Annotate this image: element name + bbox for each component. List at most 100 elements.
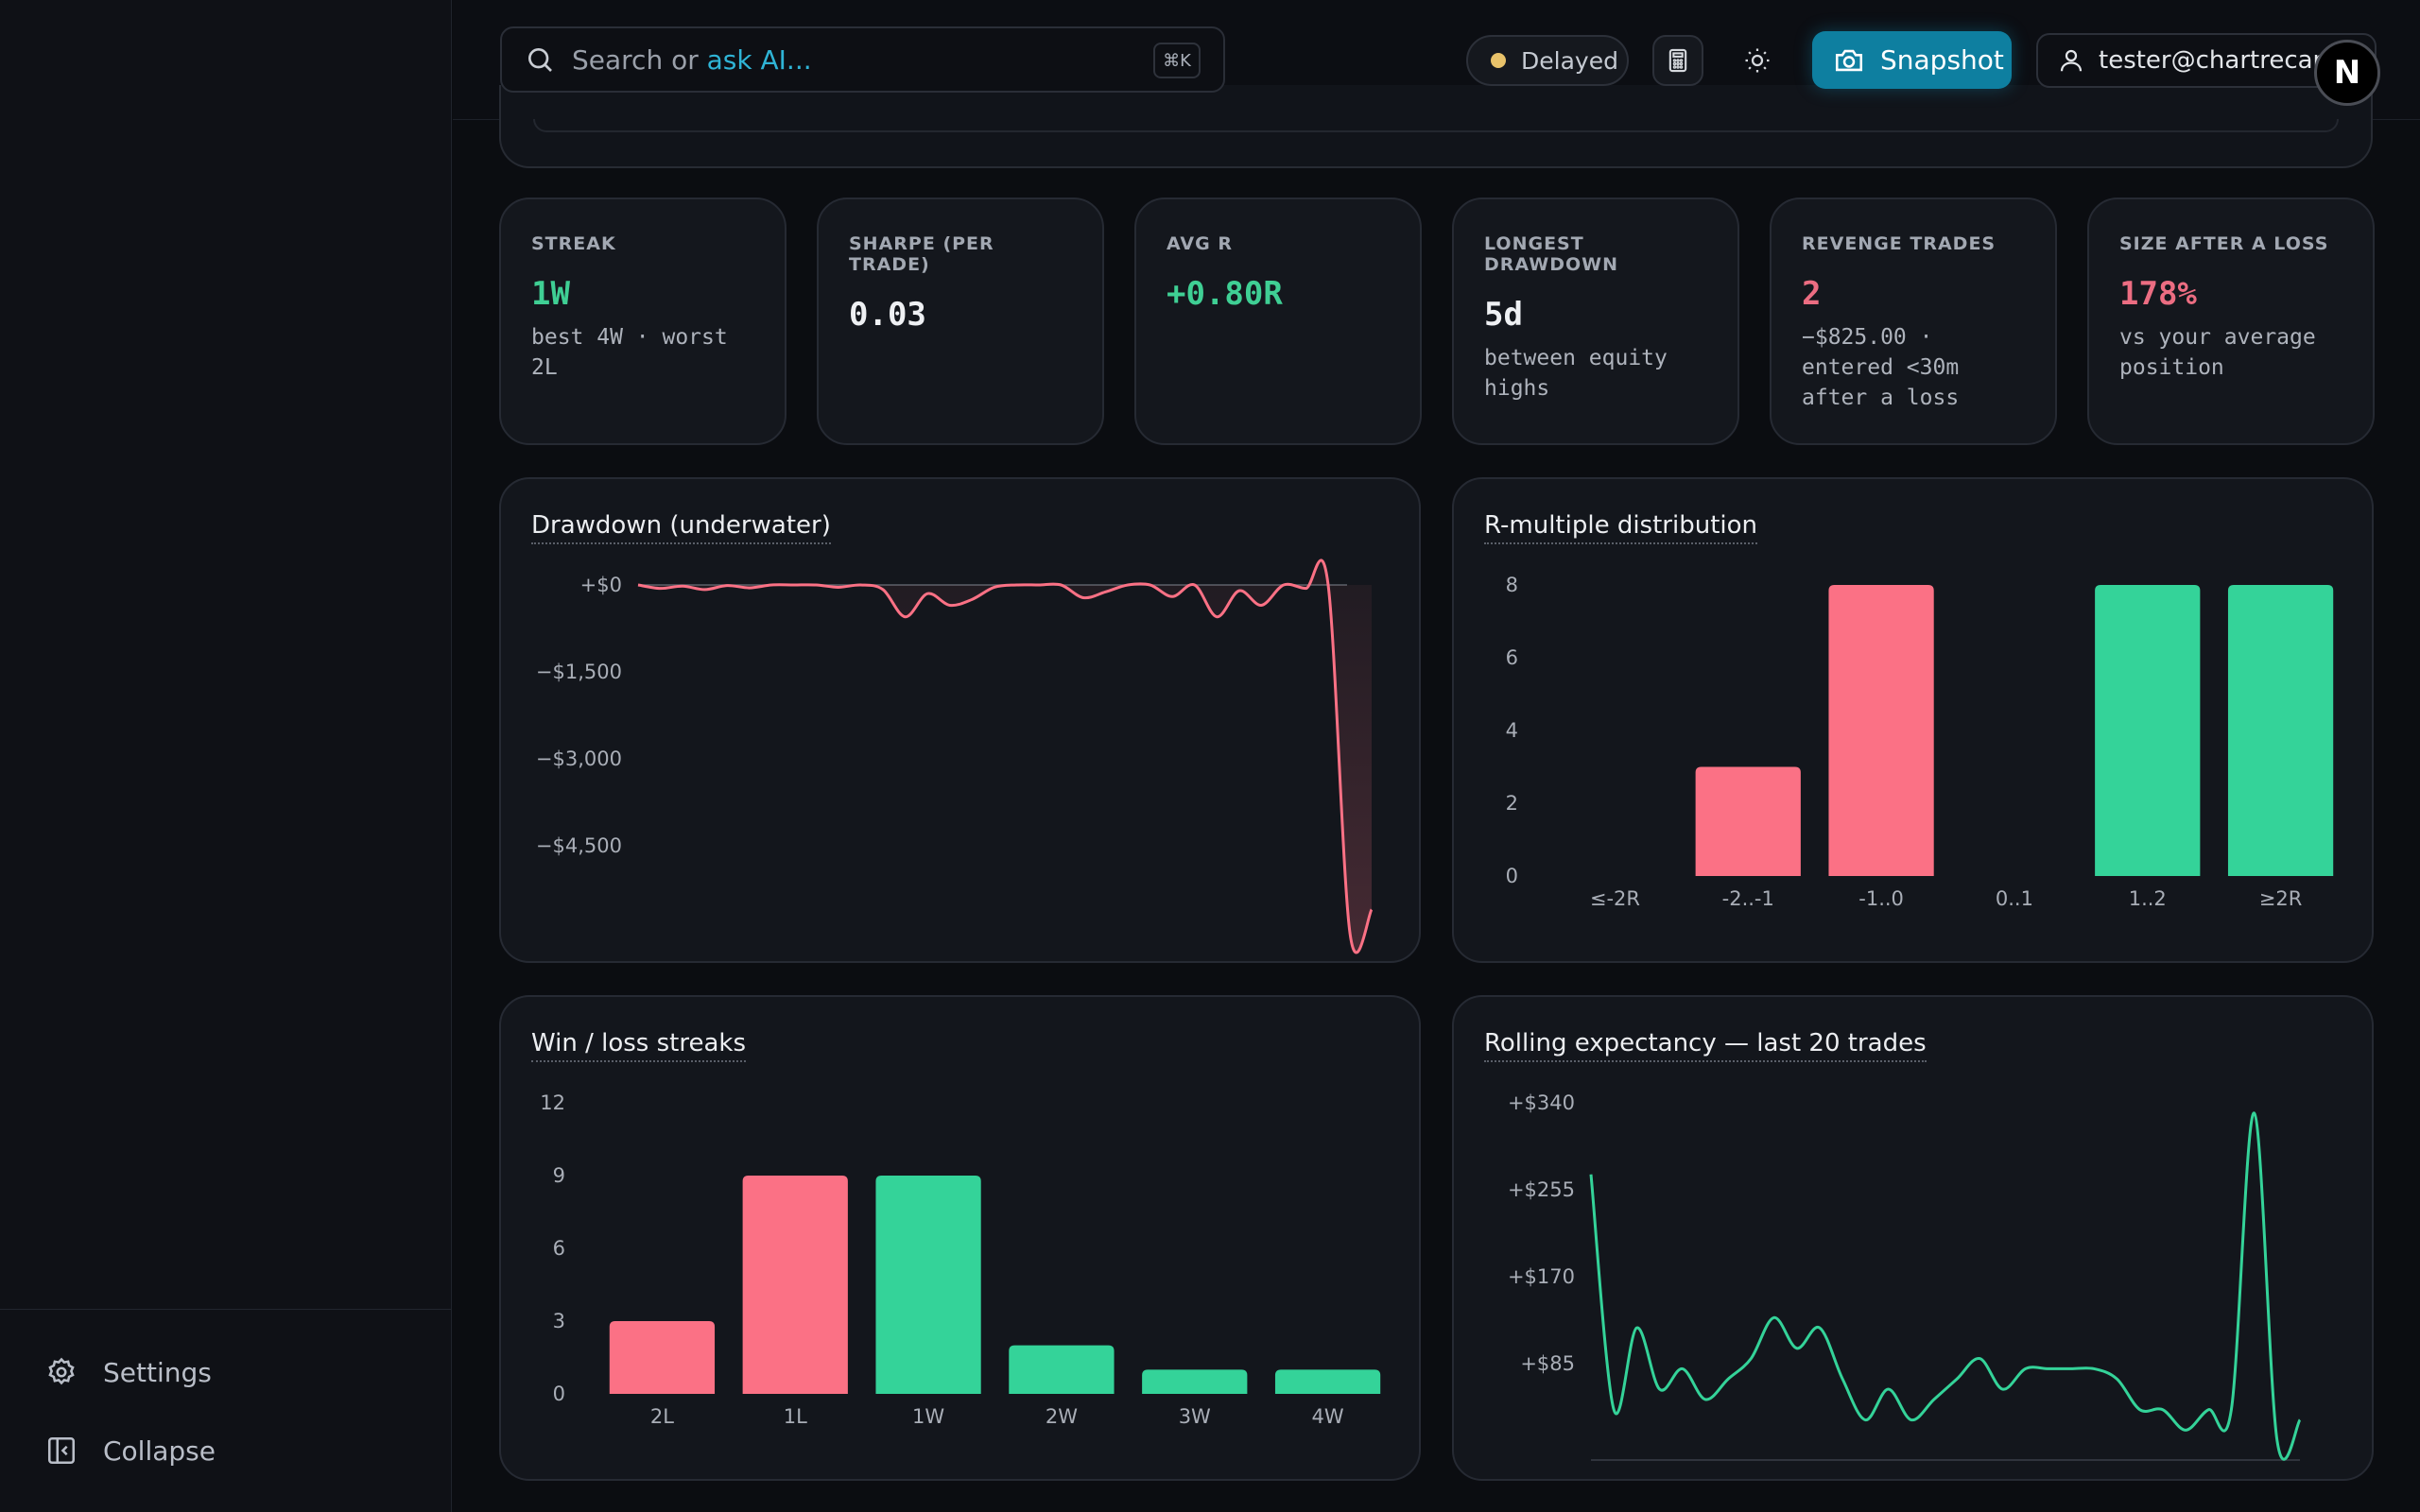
y-tick-label: 6 bbox=[1506, 646, 1518, 669]
x-tick-label: 2L bbox=[650, 1405, 674, 1428]
stat-label: STREAK bbox=[531, 233, 616, 254]
stat-label: SHARPE (PER TRADE) bbox=[849, 233, 994, 275]
drawdown-card: Drawdown (underwater) +$0 −$1,500 −$3,000 −… bbox=[499, 477, 1421, 963]
previous-card-edge bbox=[499, 85, 2373, 168]
drawdown-area bbox=[638, 559, 1372, 953]
sidebar-item-label: Collapse bbox=[103, 1435, 216, 1467]
stat-card-revenge-trades: REVENGE TRADES 2 −$825.00 · entered <30m a… bbox=[1770, 198, 2057, 445]
stat-card-streak: STREAK 1W best 4W · worst 2L bbox=[499, 198, 786, 445]
bar--1..0[interactable] bbox=[1828, 585, 1934, 876]
sidebar-item-collapse[interactable]: Collapse bbox=[45, 1428, 216, 1473]
x-tick-label: ≥2R bbox=[2259, 887, 2303, 910]
bar-1W[interactable] bbox=[875, 1176, 981, 1394]
stat-label: REVENGE TRADES bbox=[1802, 233, 1996, 254]
bar-3W[interactable] bbox=[1142, 1369, 1248, 1394]
card-title[interactable]: Win / loss streaks bbox=[531, 1029, 747, 1062]
y-tick-label: 6 bbox=[553, 1237, 565, 1260]
r-multiple-chart: 0 2 4 6 8 ≤-2R -2..-1 -1..0 0..1 1..2 ≥2R bbox=[1506, 574, 2334, 910]
stat-label: SIZE AFTER A LOSS bbox=[2119, 233, 2329, 254]
stat-card-longest-drawdown: LONGEST DRAWDOWN 5d between equity highs bbox=[1452, 198, 1739, 445]
y-tick-label: +$0 bbox=[580, 574, 622, 596]
card-title[interactable]: Rolling expectancy — last 20 trades bbox=[1484, 1029, 1927, 1062]
x-tick-label: ≤-2R bbox=[1590, 887, 1640, 910]
status-badge[interactable]: Delayed bbox=[1466, 35, 1629, 86]
search-placeholder: Search or ask AI... bbox=[572, 43, 812, 76]
drawdown-line[interactable] bbox=[637, 558, 1374, 954]
calculator-icon bbox=[1668, 48, 1687, 73]
camera-icon bbox=[1835, 49, 1863, 71]
avatar[interactable]: N bbox=[2314, 40, 2380, 106]
bar--2..-1[interactable] bbox=[1695, 766, 1801, 877]
rolling-expectancy-chart: +$85 +$170 +$255 +$340 bbox=[1508, 1091, 2302, 1461]
y-tick-label: 3 bbox=[553, 1310, 565, 1332]
stat-card-size-after-a-loss: SIZE AFTER A LOSS 178% vs your average pos… bbox=[2087, 198, 2375, 445]
bar-1..2[interactable] bbox=[2095, 585, 2201, 876]
y-tick-label: +$340 bbox=[1508, 1091, 1575, 1114]
stat-label: LONGEST DRAWDOWN bbox=[1484, 233, 1618, 275]
user-email: tester@chartrecap. bbox=[2099, 46, 2337, 75]
stat-value: 0.03 bbox=[849, 296, 926, 334]
search-input[interactable]: Search or ask AI... ⌘K bbox=[500, 26, 1225, 93]
x-tick-label: 0..1 bbox=[1996, 887, 2033, 910]
expectancy-line[interactable] bbox=[1589, 1111, 2302, 1461]
bar-2W[interactable] bbox=[1009, 1345, 1115, 1394]
stat-card-sharpe-per-trade: SHARPE (PER TRADE) 0.03 bbox=[817, 198, 1104, 445]
search-icon bbox=[528, 48, 552, 72]
x-tick-label: 4W bbox=[1312, 1405, 1344, 1428]
x-tick-label: 3W bbox=[1179, 1405, 1211, 1428]
stat-subtext: −$825.00 · entered <30m after a loss bbox=[1802, 325, 1960, 410]
theme-toggle-button[interactable] bbox=[1732, 35, 1783, 86]
y-tick-label: −$4,500 bbox=[536, 834, 622, 857]
sun-icon bbox=[1745, 48, 1770, 73]
stat-value: +0.80R bbox=[1167, 275, 1283, 313]
ask-ai-link[interactable]: ask AI... bbox=[706, 43, 812, 76]
collapse-icon bbox=[47, 1436, 76, 1465]
x-tick-label: -2..-1 bbox=[1722, 887, 1774, 910]
status-label: Delayed bbox=[1521, 46, 1618, 75]
stat-card-avg-r: AVG R +0.80R bbox=[1134, 198, 1422, 445]
stat-subtext: best 4W · worst 2L bbox=[531, 325, 728, 380]
y-tick-label: 4 bbox=[1506, 719, 1518, 742]
snapshot-label: Snapshot bbox=[1880, 44, 2004, 76]
y-tick-label: +$170 bbox=[1508, 1265, 1575, 1288]
y-tick-label: 9 bbox=[553, 1164, 565, 1187]
user-icon bbox=[2060, 49, 2083, 72]
sidebar-item-settings[interactable]: Settings bbox=[45, 1349, 212, 1395]
y-tick-label: −$3,000 bbox=[536, 747, 622, 770]
x-tick-label: 1W bbox=[912, 1405, 944, 1428]
bar-≥2R[interactable] bbox=[2227, 585, 2334, 876]
streaks-card: Win / loss streaks 0 3 6 9 12 2L 1L 1W 2W 3W 4W bbox=[499, 995, 1421, 1481]
sidebar-footer: Settings Collapse bbox=[0, 1309, 451, 1512]
r-multiple-card: R-multiple distribution 0 2 4 6 8 ≤-2R -2..-1 -… bbox=[1452, 477, 2374, 963]
bar-4W[interactable] bbox=[1274, 1369, 1381, 1394]
stat-subtext: between equity highs bbox=[1484, 346, 1668, 401]
bar-1L[interactable] bbox=[742, 1176, 848, 1394]
x-tick-label: 1..2 bbox=[2129, 887, 2167, 910]
stat-value: 2 bbox=[1802, 275, 1822, 313]
y-tick-label: 12 bbox=[540, 1091, 565, 1114]
y-tick-label: +$255 bbox=[1508, 1178, 1575, 1201]
sidebar-item-label: Settings bbox=[103, 1356, 212, 1388]
y-tick-label: −$1,500 bbox=[536, 661, 622, 683]
stat-subtext: vs your average position bbox=[2119, 325, 2316, 380]
calculator-button[interactable] bbox=[1652, 35, 1703, 86]
drawdown-chart: +$0 −$1,500 −$3,000 −$4,500 bbox=[536, 558, 1374, 954]
y-tick-label: 2 bbox=[1506, 792, 1518, 815]
y-tick-label: 0 bbox=[1506, 865, 1518, 887]
bar-2L[interactable] bbox=[609, 1321, 716, 1394]
status-dot-icon bbox=[1491, 53, 1506, 68]
card-title[interactable]: R-multiple distribution bbox=[1484, 511, 1757, 544]
streaks-chart: 0 3 6 9 12 2L 1L 1W 2W 3W 4W bbox=[540, 1091, 1381, 1428]
stat-value: 178% bbox=[2119, 275, 2197, 313]
sidebar: Settings Collapse bbox=[0, 0, 452, 1512]
shortcut-hint: ⌘K bbox=[1153, 43, 1201, 78]
stat-label: AVG R bbox=[1167, 233, 1233, 254]
stat-value: 5d bbox=[1484, 296, 1523, 334]
x-tick-label: -1..0 bbox=[1858, 887, 1904, 910]
x-tick-label: 1L bbox=[784, 1405, 807, 1428]
y-tick-label: 0 bbox=[553, 1383, 565, 1405]
card-title[interactable]: Drawdown (underwater) bbox=[531, 511, 831, 544]
stat-value: 1W bbox=[531, 275, 570, 313]
snapshot-button[interactable]: Snapshot bbox=[1812, 31, 2012, 89]
rolling-expectancy-card: Rolling expectancy — last 20 trades +$85… bbox=[1452, 995, 2374, 1481]
